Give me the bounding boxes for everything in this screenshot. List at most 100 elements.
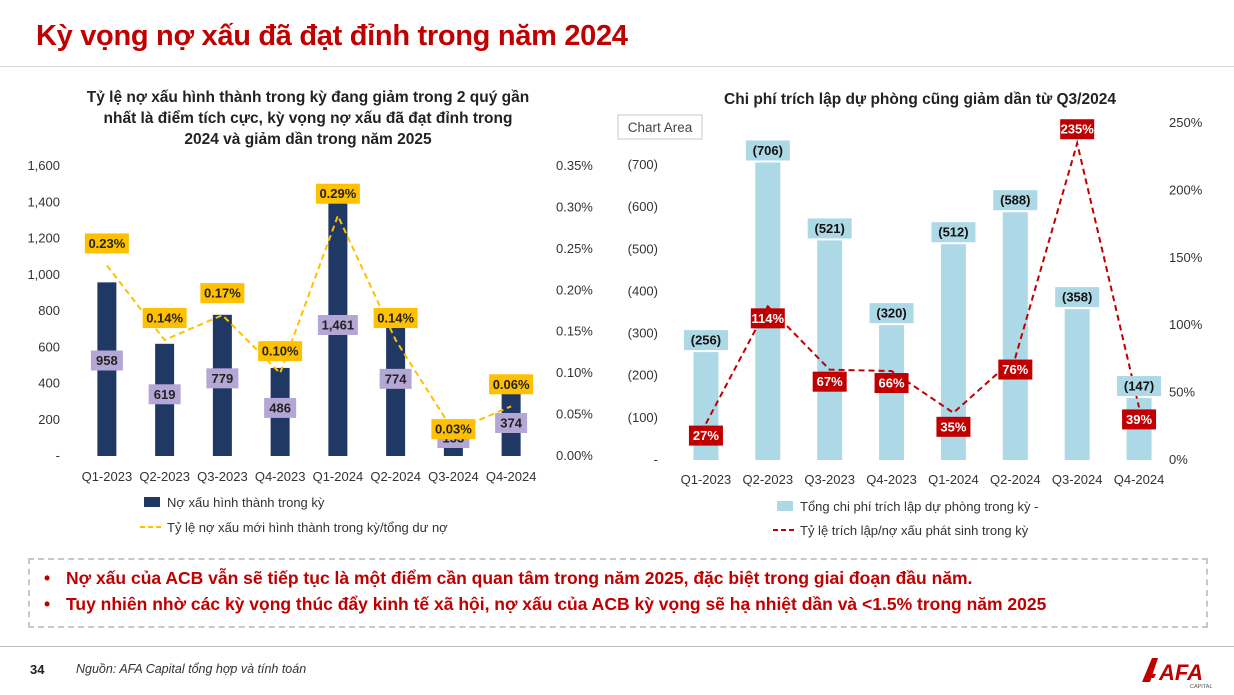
npl-bar-label: 374	[495, 413, 528, 433]
npl-bar-label-text: 774	[385, 371, 407, 386]
provision-bar-label-bg	[1117, 376, 1162, 397]
provision-ratio-label-bg	[936, 416, 971, 437]
provision-bar-label: (706)	[745, 140, 790, 161]
provision-ratio-label-text: 114%	[752, 311, 785, 326]
npl-ratio-label-bg	[258, 341, 303, 362]
npl-ratio-label-bg	[431, 419, 476, 440]
npl-ratio-label-text: 0.10%	[262, 344, 299, 359]
npl-bar-label-bg	[90, 350, 123, 371]
npl-bar-label-text: 486	[269, 400, 291, 415]
provision-ratio-label-text: 35%	[940, 419, 966, 434]
npl-ratio-label-text: 0.14%	[377, 311, 414, 326]
npl-bar-label: 958	[90, 350, 123, 371]
npl-bar-label: 774	[379, 368, 412, 389]
provision-bar	[1064, 309, 1090, 460]
npl-ratio-label-bg	[373, 308, 418, 328]
npl-ratio-label-bg	[315, 183, 360, 204]
y-right-tick: 200%	[1169, 182, 1203, 197]
npl-bar-label-text: 619	[154, 387, 176, 402]
y-left-tick: (300)	[628, 326, 658, 341]
provision-bar-label-bg	[869, 303, 914, 324]
y-right-tick: 0.30%	[556, 199, 593, 214]
x-tick-label: Q2-2023	[743, 472, 794, 487]
x-tick-label: Q3-2023	[197, 469, 248, 484]
npl-ratio-label-bg	[84, 233, 129, 254]
provision-ratio-label-bg	[874, 373, 909, 394]
provision-bar-label-bg	[931, 222, 976, 243]
x-tick-label: Q4-2023	[866, 472, 917, 487]
y-right-tick: 0.00%	[556, 448, 593, 463]
provision-bar-label-text: (320)	[876, 306, 906, 321]
npl-bar-label-bg	[206, 368, 239, 389]
legend-line-label: Tỷ lệ nợ xấu mới hình thành trong kỳ/tổn…	[167, 520, 448, 535]
provision-bar-label-text: (256)	[691, 333, 721, 348]
legend-line-label: Tỷ lệ trích lập/nợ xấu phát sinh trong k…	[800, 523, 1029, 538]
y-left-tick: -	[56, 448, 60, 463]
npl-bar-label: 1,461	[317, 315, 358, 335]
npl-ratio-label-text: 0.17%	[204, 286, 241, 301]
takeaway-bullet-1: Nợ xấu của ACB vẫn sẽ tiếp tục là một đi…	[44, 568, 1206, 589]
afa-capital-logo: AFA CAPITAL	[1142, 658, 1213, 690]
npl-ratio-label-text: 0.03%	[435, 422, 472, 437]
npl-bar-label-text: 779	[212, 371, 234, 386]
y-right-tick: 0%	[1169, 452, 1188, 467]
provision-ratio-label: 235%	[1060, 119, 1095, 140]
npl-bar-label-text: 958	[96, 353, 118, 368]
y-right-tick: 150%	[1169, 250, 1203, 265]
y-left-tick: 1,200	[27, 231, 60, 246]
provision-bar-label-text: (358)	[1062, 290, 1092, 305]
provision-ratio-label: 114%	[750, 308, 785, 329]
y-left-tick: (500)	[628, 241, 658, 256]
npl-ratio-label: 0.29%	[315, 183, 360, 204]
provision-bar-label-text: (588)	[1000, 193, 1030, 208]
provision-ratio-label: 67%	[812, 371, 847, 392]
legend-bar-label: Tổng chi phí trích lập dự phòng trong kỳ…	[800, 499, 1039, 514]
npl-ratio-label-text: 0.29%	[319, 186, 356, 201]
y-right-tick: 0.25%	[556, 241, 593, 256]
provision-ratio-label: 66%	[874, 373, 909, 394]
provision-cost-chart: Chi phí trích lập dự phòng cũng giảm dần…	[617, 91, 1203, 538]
provision-bar	[817, 240, 843, 460]
npl-bar-label: 619	[148, 384, 181, 405]
npl-bar-label-bg	[317, 315, 358, 335]
provision-ratio-label-text: 235%	[1061, 122, 1095, 137]
provision-bar-label-bg	[745, 140, 790, 161]
npl-ratio-label-bg	[200, 283, 245, 304]
y-right-tick: 0.10%	[556, 365, 593, 380]
y-left-tick: 1,000	[27, 267, 60, 282]
y-left-tick: 800	[38, 303, 60, 318]
npl-ratio-label-bg	[489, 374, 534, 395]
provision-ratio-label-bg	[750, 308, 785, 329]
provision-bar-label-text: (521)	[815, 221, 845, 236]
key-takeaways-box: Nợ xấu của ACB vẫn sẽ tiếp tục là một đi…	[28, 558, 1208, 628]
y-right-tick: 0.15%	[556, 324, 593, 339]
chart-title-line: 2024 và giảm dần trong năm 2025	[184, 131, 432, 148]
legend-bar-swatch	[144, 497, 160, 507]
source-note: Nguồn: AFA Capital tổng hợp và tính toán	[76, 662, 307, 676]
provision-bar-label-bg	[683, 330, 728, 351]
provision-bar-label: (512)	[931, 222, 976, 243]
page-title: Kỳ vọng nợ xấu đã đạt đỉnh trong năm 202…	[36, 20, 628, 52]
page-number: 34	[30, 662, 45, 677]
npl-bar-label-bg	[148, 384, 181, 405]
npl-ratio-line	[106, 213, 512, 433]
npl-ratio-label: 0.17%	[200, 283, 245, 304]
provision-bar-label: (358)	[1055, 287, 1100, 308]
provision-bar-label-text: (512)	[938, 225, 968, 240]
provision-bar-label: (256)	[683, 330, 728, 351]
provision-ratio-label: 27%	[688, 425, 723, 446]
provision-ratio-label-text: 67%	[817, 374, 843, 389]
legend-bar-label: Nợ xấu hình thành trong kỳ	[167, 495, 325, 510]
y-left-tick: 1,600	[27, 158, 60, 173]
provision-ratio-label-text: 27%	[693, 428, 719, 443]
x-tick-label: Q2-2023	[139, 469, 190, 484]
npl-bar-label-bg	[495, 413, 528, 433]
y-left-tick: 200	[38, 412, 60, 427]
logo-text: AFA	[1158, 660, 1203, 685]
npl-ratio-label-text: 0.14%	[146, 311, 183, 326]
provision-ratio-label-bg	[812, 371, 847, 392]
npl-ratio-label: 0.03%	[431, 419, 476, 440]
chart-title-line: Tỷ lệ nợ xấu hình thành trong kỳ đang gi…	[87, 89, 529, 106]
provision-bar-label-text: (147)	[1124, 379, 1154, 394]
x-tick-label: Q3-2024	[428, 469, 479, 484]
